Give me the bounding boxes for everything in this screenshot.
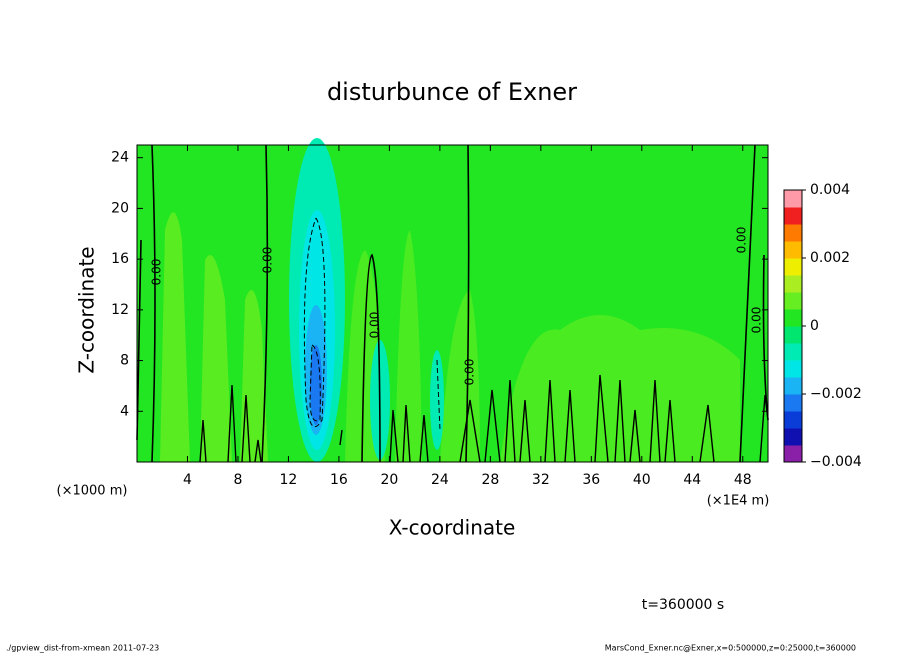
footer-left: ./gpview_dist-from-xmean 2011-07-23 [6,644,159,653]
x-tick-label: 12 [280,472,298,488]
field-patch [160,212,268,462]
x-tick-label: 32 [532,472,550,488]
colorbar-tick-label: 0 [810,318,819,334]
colorbar-band [784,377,802,395]
colorbar-band [784,428,802,446]
x-tick-label: 40 [633,472,651,488]
x-tick-label: 4 [183,472,192,488]
y-axis-label: Z-coordinate [75,246,99,373]
contour-label: 0.00 [368,312,382,339]
x-tick-label: 36 [582,472,600,488]
x-tick-label: 8 [233,472,242,488]
contour-label: 0.00 [750,307,764,334]
colorbar-band [784,292,802,310]
x-tick-label: 28 [481,472,499,488]
x-tick-label: 48 [734,472,752,488]
colorbar-tick-label: −0.004 [810,454,862,470]
colorbar-band [784,258,802,276]
y-tick-label: 4 [120,403,129,419]
field-patch [310,345,322,425]
y-tick-label: 8 [120,353,129,369]
colorbar-tick-label: 0.002 [810,250,850,266]
y-tick-label: 20 [111,200,129,216]
field-patch [430,350,444,450]
colorbar-band [784,207,802,225]
field-patch [345,230,740,462]
colorbar-tick-label: −0.002 [810,386,862,402]
colorbar-band [784,445,802,463]
colorbar-band [784,309,802,327]
colorbar-band [784,224,802,242]
contour-line [303,217,441,431]
x-tick-label: 20 [380,472,398,488]
y-tick-label: 16 [111,251,129,267]
footer-right: MarsCond_Exner.nc@Exner,x=0:500000,z=0:2… [605,644,856,653]
colorbar-band [784,326,802,344]
colorbar-band [784,241,802,259]
contour-line [136,144,769,463]
field [136,138,769,463]
colorbar-band [784,360,802,378]
x-tick-label: 16 [330,472,348,488]
contour-label: 0.00 [463,359,477,386]
plot-frame [136,144,769,463]
y-tick-label: 12 [111,302,129,318]
colorbar-band [784,411,802,429]
y-unit: (×1000 m) [57,484,128,499]
colorbar-band [784,343,802,361]
x-tick-label: 44 [683,472,701,488]
contour-line [199,374,769,463]
colorbar-tick-label: 0.004 [810,182,850,198]
contour-label: 0.00 [150,259,164,286]
colorbar-band [784,275,802,293]
colorbar-band [784,190,802,208]
contour-label: 0.00 [261,247,275,274]
time-label: t=360000 s [642,597,724,613]
x-axis-label: X-coordinate [389,516,516,540]
y-tick-label: 24 [111,150,129,166]
chart-title: disturbunce of Exner [327,78,577,106]
contour-label: 0.00 [735,227,749,254]
x-unit: (×1E4 m) [707,494,770,509]
colorbar-band [784,394,802,412]
x-tick-label: 24 [431,472,449,488]
